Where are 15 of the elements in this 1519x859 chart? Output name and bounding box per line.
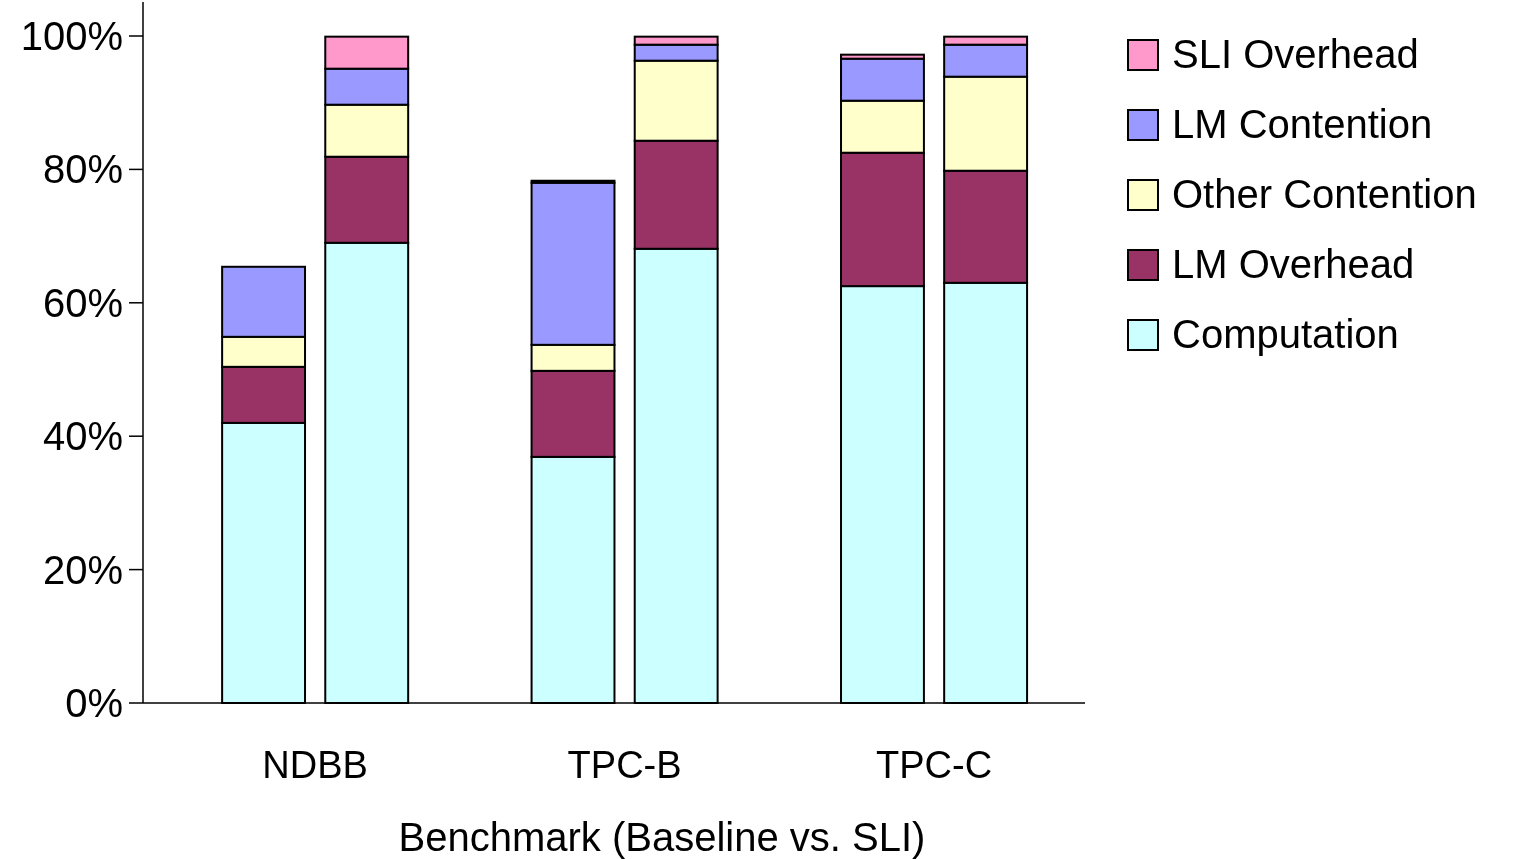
- legend-label: LM Overhead: [1172, 242, 1415, 286]
- y-tick-label: 80%: [42, 147, 123, 192]
- legend-label: Other Contention: [1172, 172, 1477, 216]
- legend-label: Computation: [1172, 312, 1399, 356]
- x-tick-label: TPC-C: [875, 744, 993, 786]
- y-tick-label: 40%: [42, 414, 123, 459]
- x-tick-label: TPC-B: [567, 744, 682, 786]
- y-tick-label: 100%: [20, 14, 123, 58]
- legend-label: SLI Overhead: [1172, 32, 1419, 76]
- y-tick-label: 20%: [42, 547, 123, 592]
- y-tick-label: 60%: [42, 280, 123, 325]
- y-tick-label: 0%: [65, 681, 123, 725]
- x-axis-title: Benchmark (Baseline vs. SLI): [398, 815, 926, 859]
- legend-label: LM Contention: [1172, 102, 1433, 146]
- x-tick-label: NDBB: [262, 744, 368, 786]
